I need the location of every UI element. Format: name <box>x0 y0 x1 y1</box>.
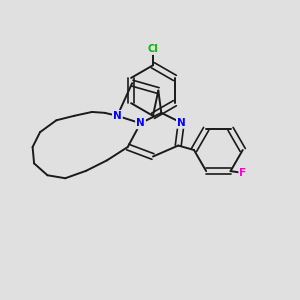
Text: N: N <box>113 111 122 121</box>
Text: N: N <box>113 111 122 121</box>
Text: N: N <box>136 118 145 128</box>
Text: N: N <box>177 118 186 128</box>
Text: Cl: Cl <box>148 44 158 54</box>
Text: F: F <box>239 168 247 178</box>
Text: N: N <box>177 118 186 128</box>
Text: Cl: Cl <box>148 44 158 54</box>
Text: N: N <box>136 118 145 128</box>
Text: F: F <box>239 168 247 178</box>
